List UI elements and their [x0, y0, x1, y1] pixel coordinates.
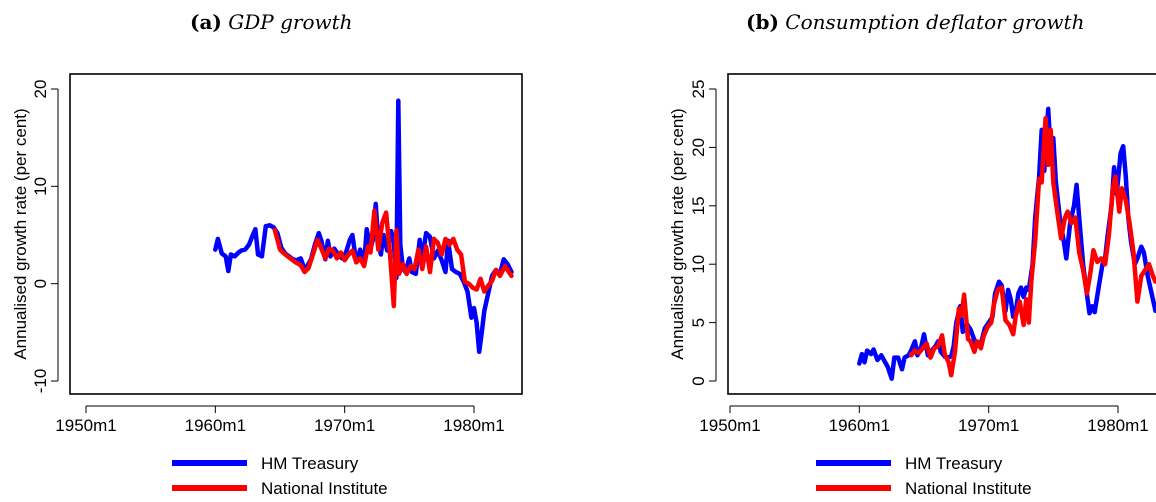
- series-line-hm-treasury: [857, 106, 1156, 381]
- x-tick-label: 1970m1: [314, 416, 375, 435]
- y-tick-label: 5: [689, 318, 708, 327]
- panel-title-a: (a) GDP growth: [190, 10, 353, 34]
- x-tick-label: 1970m1: [958, 416, 1019, 435]
- legend-label: HM Treasury: [261, 454, 359, 473]
- x-tick-label: 1960m1: [829, 416, 890, 435]
- legend-label: National Institute: [905, 479, 1032, 498]
- legend: HM Treasury National Institute: [816, 454, 1032, 498]
- panel-title-b: (b) Consumption deflator growth: [746, 10, 1084, 34]
- y-tick-label: 20: [31, 80, 50, 99]
- panel-tag-b: (b): [746, 10, 779, 34]
- legend-label: HM Treasury: [905, 454, 1003, 473]
- legend-label: National Institute: [261, 479, 388, 498]
- x-tick-label: 1950m1: [699, 416, 760, 435]
- x-tick-label: 1980m1: [443, 416, 504, 435]
- x-tick-label: 1960m1: [185, 416, 246, 435]
- y-axis-label: Annualised growth rate (per cent): [11, 108, 30, 359]
- x-axis: 1950m1 1960m1 1970m1 1980m1: [55, 405, 505, 435]
- x-axis: 1950m1 1960m1 1970m1 1980m1: [699, 405, 1149, 435]
- y-tick-label: -10: [31, 369, 50, 394]
- y-tick-label: 0: [689, 376, 708, 385]
- panel-name-b: Consumption deflator growth: [785, 10, 1085, 34]
- series-line-national-institute: [272, 208, 514, 309]
- panel-name-a: GDP growth: [228, 10, 353, 34]
- chart-a: 1950m1 1960m1 1970m1 1980m1 -10 0 10 20Annualis…: [11, 73, 523, 498]
- x-tick-label: 1980m1: [1087, 416, 1148, 435]
- x-tick-label: 1950m1: [55, 416, 116, 435]
- y-tick-label: 15: [689, 196, 708, 215]
- plot-frame: [69, 73, 523, 395]
- y-tick-label: 0: [31, 279, 50, 288]
- series-line-national-institute: [908, 115, 1156, 378]
- y-tick-label: 25: [689, 80, 708, 99]
- chart-b: 1950m1 1960m1 1970m1 1980m1 0 5 10 15 20 25Annual…: [668, 73, 1156, 498]
- legend: HM Treasury National Institute: [172, 454, 388, 498]
- series-line-hm-treasury: [213, 98, 514, 355]
- y-axis-label: Annualised growth rate (per cent): [668, 108, 687, 359]
- y-tick-label: 20: [689, 138, 708, 157]
- y-tick-label: 10: [689, 255, 708, 274]
- y-tick-label: 10: [31, 177, 50, 196]
- panel-tag-a: (a): [190, 10, 222, 34]
- plot-frame: [727, 73, 1156, 395]
